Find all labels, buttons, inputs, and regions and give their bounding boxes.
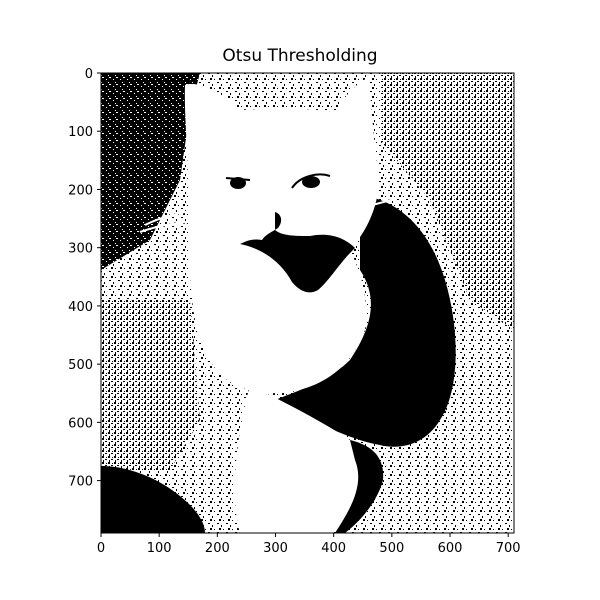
- y-tick-label: 200: [68, 183, 93, 198]
- cat-shadow-region: [275, 195, 456, 447]
- cat-mouth-region: [240, 212, 355, 293]
- y-tick-label: 300: [68, 242, 93, 257]
- cat-whisker-2: [139, 221, 193, 233]
- x-tick-label: 0: [97, 541, 105, 556]
- thresholded-cat-image: [101, 73, 514, 533]
- cat-left-eye-line: [225, 177, 251, 181]
- x-axis: 0 100 200 300 400 500 600 700: [97, 533, 521, 556]
- cat-right-eye-line: [291, 173, 331, 189]
- cat-whisker-1: [144, 209, 196, 226]
- plot-title: Otsu Thresholding: [222, 46, 378, 66]
- y-tick-label: 700: [68, 475, 93, 490]
- dark-region-top-left: [101, 73, 200, 270]
- cat-right-eye: [302, 176, 320, 188]
- x-tick-label: 700: [496, 541, 521, 556]
- cat-whisker-3: [344, 199, 391, 211]
- x-tick-label: 500: [379, 541, 404, 556]
- cat-lower-body: [234, 385, 374, 533]
- x-tick-label: 300: [263, 541, 288, 556]
- axes-frame: [100, 72, 515, 534]
- dark-streak-lower: [335, 440, 384, 533]
- y-axis: 0 100 200 300 400 500 600 700: [68, 67, 101, 490]
- speckle-region-left: [101, 300, 200, 470]
- y-tick-label: 0: [85, 67, 93, 82]
- x-tick-label: 200: [205, 541, 230, 556]
- y-tick-label: 500: [68, 358, 93, 373]
- speckle-region-right: [380, 73, 514, 330]
- y-tick-label: 400: [68, 300, 93, 315]
- x-tick-label: 100: [147, 541, 172, 556]
- x-tick-label: 400: [321, 541, 346, 556]
- y-tick-label: 100: [68, 125, 93, 140]
- y-tick-label: 600: [68, 416, 93, 431]
- x-tick-label: 600: [438, 541, 463, 556]
- dark-blob-lower-left: [101, 466, 205, 533]
